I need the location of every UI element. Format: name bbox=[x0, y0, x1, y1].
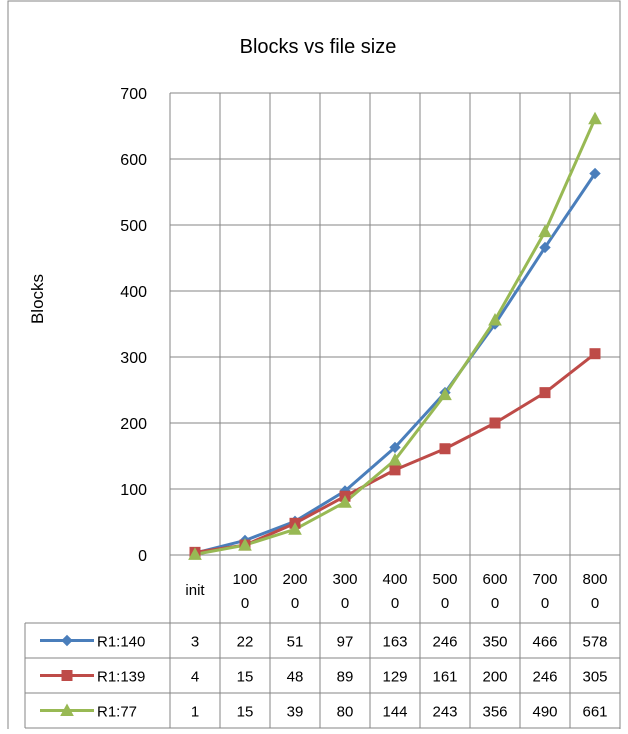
y-tick-label: 400 bbox=[120, 284, 147, 301]
legend-marker bbox=[61, 634, 73, 647]
data-point bbox=[489, 417, 501, 429]
y-axis-label: Blocks bbox=[28, 274, 47, 324]
table-cell: 246 bbox=[432, 634, 457, 651]
table-cell: 89 bbox=[337, 669, 354, 686]
table-cell: 3 bbox=[191, 634, 199, 651]
y-tick-label: 100 bbox=[120, 482, 147, 499]
table-cell: 15 bbox=[237, 669, 254, 686]
y-tick-label: 0 bbox=[138, 548, 147, 565]
data-point bbox=[538, 224, 552, 238]
legend-label: R1:77 bbox=[97, 704, 137, 721]
y-tick-label: 300 bbox=[120, 350, 147, 367]
legend-label: R1:140 bbox=[97, 634, 145, 651]
table-cell: 1 bbox=[191, 704, 199, 721]
table-cell: 350 bbox=[482, 634, 507, 651]
table-cell: 48 bbox=[287, 669, 304, 686]
table-cell: 356 bbox=[482, 704, 507, 721]
data-point bbox=[488, 312, 502, 326]
chart-title: Blocks vs file size bbox=[240, 36, 397, 58]
data-point bbox=[589, 167, 601, 180]
y-tick-label: 500 bbox=[120, 218, 147, 235]
x-tick-label: 400 bbox=[382, 571, 407, 588]
x-tick-label: 500 bbox=[432, 571, 457, 588]
data-point bbox=[388, 452, 402, 466]
table-cell: 200 bbox=[482, 669, 507, 686]
table-cell: 97 bbox=[337, 634, 354, 651]
x-tick-label: 800 bbox=[582, 571, 607, 588]
data-point bbox=[539, 387, 551, 399]
table-cell: 4 bbox=[191, 669, 199, 686]
table-cell: 490 bbox=[532, 704, 557, 721]
x-tick-label: 0 bbox=[441, 595, 449, 612]
x-tick-label: 0 bbox=[341, 595, 349, 612]
table-cell: 305 bbox=[582, 669, 607, 686]
table-cell: 246 bbox=[532, 669, 557, 686]
table-cell: 15 bbox=[237, 704, 254, 721]
x-tick-label: 700 bbox=[532, 571, 557, 588]
legend-marker bbox=[61, 670, 73, 681]
x-tick-label: 0 bbox=[591, 595, 599, 612]
x-tick-label: 0 bbox=[541, 595, 549, 612]
legend-label: R1:139 bbox=[97, 669, 145, 686]
x-tick-label: init bbox=[185, 582, 205, 599]
table-cell: 661 bbox=[582, 704, 607, 721]
x-tick-label: 0 bbox=[391, 595, 399, 612]
x-tick-label: 100 bbox=[232, 571, 257, 588]
data-point bbox=[389, 464, 401, 476]
table-cell: 144 bbox=[382, 704, 407, 721]
table-cell: 243 bbox=[432, 704, 457, 721]
x-tick-label: 0 bbox=[291, 595, 299, 612]
x-tick-label: 0 bbox=[241, 595, 249, 612]
table-cell: 129 bbox=[382, 669, 407, 686]
marker-layer bbox=[188, 111, 602, 560]
y-tick-label: 200 bbox=[120, 416, 147, 433]
data-point bbox=[288, 522, 302, 535]
chart-area-border bbox=[7, 0, 621, 734]
table-cell: 39 bbox=[287, 704, 304, 721]
table-cell: 163 bbox=[382, 634, 407, 651]
y-tick-label: 600 bbox=[120, 152, 147, 169]
table-cell: 51 bbox=[287, 634, 304, 651]
table-cell: 161 bbox=[432, 669, 457, 686]
table-cell: 466 bbox=[532, 634, 557, 651]
data-table: init 100 0 200 0 300 0 400 0 500 0 600 0 700 0 800 0 R1:1… bbox=[24, 571, 620, 729]
x-tick-label: 0 bbox=[491, 595, 499, 612]
table-cell: 80 bbox=[337, 704, 354, 721]
x-tick-label: 200 bbox=[282, 571, 307, 588]
data-point bbox=[588, 111, 602, 125]
x-tick-label: 600 bbox=[482, 571, 507, 588]
data-point bbox=[439, 443, 451, 455]
legend-marker bbox=[60, 703, 74, 716]
table-cell: 578 bbox=[582, 634, 607, 651]
table-cell: 22 bbox=[237, 634, 254, 651]
data-point bbox=[238, 538, 252, 551]
data-point bbox=[539, 241, 551, 254]
data-point bbox=[188, 547, 202, 560]
data-point bbox=[389, 441, 401, 454]
data-point bbox=[438, 387, 452, 401]
y-tick-label: 700 bbox=[120, 86, 147, 103]
x-tick-label: 300 bbox=[332, 571, 357, 588]
data-point bbox=[338, 495, 352, 508]
data-point bbox=[589, 348, 601, 360]
